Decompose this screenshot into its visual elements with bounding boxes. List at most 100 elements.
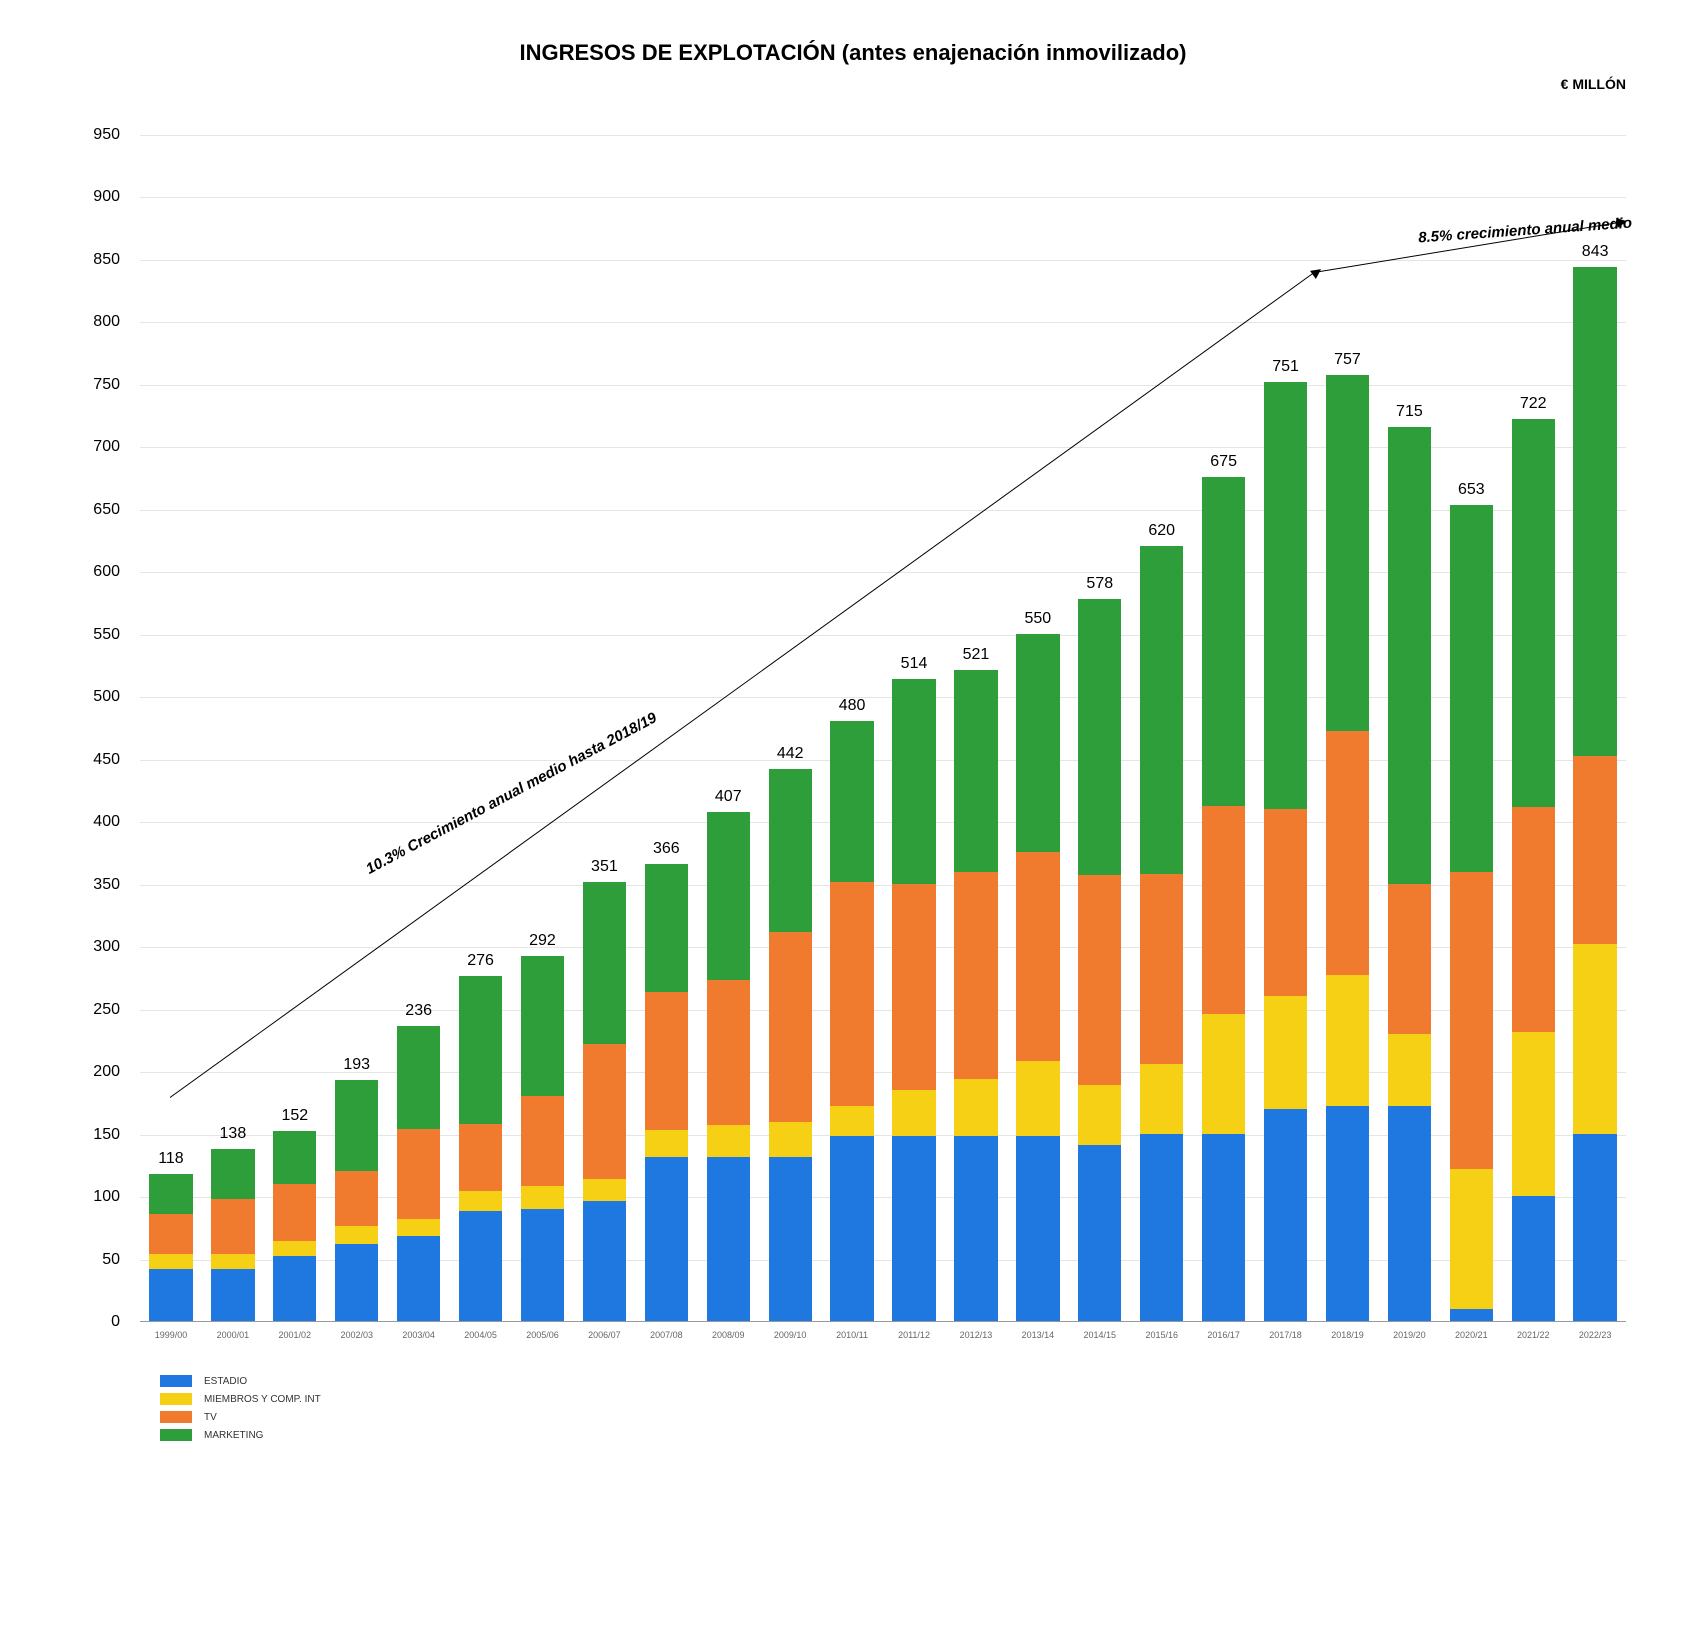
chart-container: INGRESOS DE EXPLOTACIÓN (antes enajenaci… <box>60 40 1646 1607</box>
y-tick-label: 750 <box>93 376 120 394</box>
bar-total-label: 675 <box>1210 453 1237 471</box>
bar-segment <box>954 670 997 873</box>
bar-segment <box>397 1129 440 1219</box>
bar-group: 514 <box>883 122 945 1321</box>
bar-segment <box>1388 884 1431 1034</box>
y-tick-label: 400 <box>93 813 120 831</box>
bar-segment <box>645 1157 688 1321</box>
bar-segment <box>645 864 688 993</box>
bar-group: 715 <box>1378 122 1440 1321</box>
bar-segment <box>521 1096 564 1186</box>
bar-segment <box>583 1179 626 1202</box>
x-tick-label: 2000/01 <box>202 1330 264 1340</box>
bar-segment <box>1326 1106 1369 1321</box>
bar-segment <box>769 1122 812 1157</box>
bar-total-label: 193 <box>343 1056 370 1074</box>
bar-stack: 675 <box>1202 477 1245 1321</box>
bar-segment <box>1140 1134 1183 1322</box>
x-tick-label: 2008/09 <box>697 1330 759 1340</box>
bar-group: 550 <box>1007 122 1069 1321</box>
bar-stack: 521 <box>954 670 997 1321</box>
bar-segment <box>645 1130 688 1158</box>
bar-group: 675 <box>1193 122 1255 1321</box>
bar-segment <box>273 1256 316 1321</box>
legend-item: TV <box>160 1411 1646 1423</box>
bar-segment <box>1264 382 1307 808</box>
bar-stack: 351 <box>583 882 626 1321</box>
bar-segment <box>1202 1134 1245 1322</box>
bar-segment <box>397 1219 440 1237</box>
bar-total-label: 480 <box>839 697 866 715</box>
bar-segment <box>1202 806 1245 1014</box>
bar-segment <box>459 1124 502 1192</box>
bar-total-label: 351 <box>591 858 618 876</box>
bar-group: 578 <box>1069 122 1131 1321</box>
bar-segment <box>892 884 935 1090</box>
bar-segment <box>892 1136 935 1321</box>
bar-segment <box>521 956 564 1096</box>
bar-segment <box>211 1254 254 1269</box>
bar-stack: 757 <box>1326 375 1369 1321</box>
bar-segment <box>1264 996 1307 1109</box>
bar-segment <box>521 1186 564 1209</box>
bar-group: 193 <box>326 122 388 1321</box>
y-tick-label: 600 <box>93 563 120 581</box>
y-tick-label: 50 <box>102 1251 120 1269</box>
bar-segment <box>1512 807 1555 1032</box>
bar-total-label: 118 <box>158 1150 184 1168</box>
bar-segment <box>1326 731 1369 975</box>
bar-group: 442 <box>759 122 821 1321</box>
bar-group: 407 <box>697 122 759 1321</box>
y-tick-label: 950 <box>93 126 120 144</box>
bar-segment <box>1450 1169 1493 1309</box>
bar-segment <box>1016 634 1059 853</box>
bar-segment <box>211 1269 254 1322</box>
x-tick-label: 2001/02 <box>264 1330 326 1340</box>
bar-total-label: 236 <box>405 1002 432 1020</box>
bar-segment <box>149 1269 192 1322</box>
bar-group: 138 <box>202 122 264 1321</box>
bar-group: 751 <box>1255 122 1317 1321</box>
bar-stack: 366 <box>645 864 688 1322</box>
bar-stack: 578 <box>1078 599 1121 1322</box>
bar-segment <box>1388 1106 1431 1321</box>
bar-segment <box>335 1080 378 1171</box>
bar-segment <box>273 1131 316 1184</box>
bar-segment <box>1078 599 1121 875</box>
chart-unit: € MILLÓN <box>60 76 1646 92</box>
bar-segment <box>1573 756 1616 944</box>
bar-group: 843 <box>1564 122 1626 1321</box>
bar-group: 152 <box>264 122 326 1321</box>
y-tick-label: 350 <box>93 876 120 894</box>
bar-segment <box>1264 1109 1307 1322</box>
bar-total-label: 442 <box>777 745 804 763</box>
bar-segment <box>335 1226 378 1244</box>
bar-stack: 236 <box>397 1026 440 1321</box>
legend-label: MIEMBROS Y COMP. INT <box>204 1394 321 1405</box>
bar-segment <box>707 1125 750 1158</box>
x-tick-label: 2019/20 <box>1378 1330 1440 1340</box>
bar-segment <box>1573 1134 1616 1322</box>
x-tick-label: 2005/06 <box>512 1330 574 1340</box>
bar-stack: 442 <box>769 769 812 1322</box>
y-tick-label: 200 <box>93 1063 120 1081</box>
bar-segment <box>707 1157 750 1321</box>
bar-group: 653 <box>1440 122 1502 1321</box>
legend-swatch <box>160 1411 192 1423</box>
bar-segment <box>769 769 812 933</box>
x-tick-label: 2016/17 <box>1193 1330 1255 1340</box>
x-tick-label: 2006/07 <box>573 1330 635 1340</box>
x-tick-label: 2009/10 <box>759 1330 821 1340</box>
x-tick-label: 2004/05 <box>450 1330 512 1340</box>
bar-stack: 722 <box>1512 419 1555 1322</box>
bar-segment <box>1573 944 1616 1134</box>
bar-segment <box>1264 809 1307 997</box>
bar-segment <box>521 1209 564 1322</box>
bar-segment <box>954 1136 997 1321</box>
x-tick-label: 2020/21 <box>1440 1330 1502 1340</box>
legend-item: MIEMBROS Y COMP. INT <box>160 1393 1646 1405</box>
bar-segment <box>149 1174 192 1214</box>
bar-segment <box>892 679 935 884</box>
bar-segment <box>954 1079 997 1137</box>
bar-stack: 550 <box>1016 634 1059 1322</box>
